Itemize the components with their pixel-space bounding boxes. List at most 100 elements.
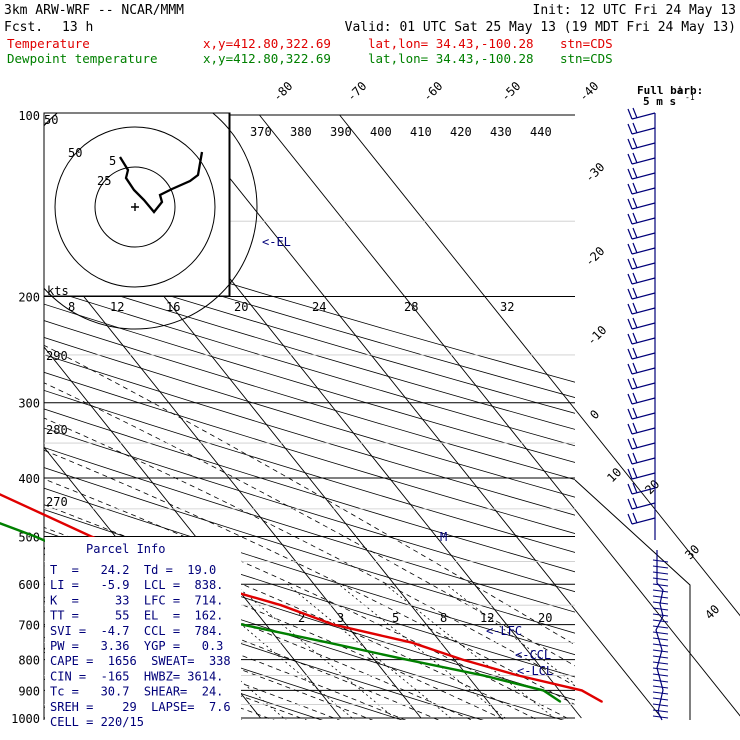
- dewpoint-point-500: [34, 535, 36, 538]
- wind-barb-low-icon: [652, 709, 669, 713]
- parcel-row-3: TT = 55 EL = 162.: [50, 609, 223, 623]
- wind-barb-low-icon: [652, 685, 669, 689]
- el-marker: <-EL: [262, 235, 291, 249]
- marker-m: M: [440, 530, 447, 544]
- isotherm-label-0: 0: [587, 407, 602, 422]
- hodograph-frame: [43, 112, 231, 297]
- wind-barb-low-icon: [652, 565, 669, 569]
- wind-barb-low-icon: [652, 589, 669, 593]
- isotherm-label--50: -50: [498, 79, 523, 104]
- moist-adiabat-28: [44, 417, 575, 687]
- dewpoint-latlon: lat,lon= 34.43,-100.28: [368, 51, 534, 66]
- temperature-latlon: lat,lon= 34.43,-100.28: [368, 36, 534, 51]
- parcel-row-7: CIN = -165 HWBZ= 3614.: [50, 669, 223, 683]
- mixing-ratio-label-20: 20: [538, 611, 552, 625]
- hodograph-center-icon: [131, 203, 139, 211]
- wind-barb-low-icon: [652, 607, 669, 611]
- mixing-ratio-label-2: 2: [298, 611, 305, 625]
- hodograph-ring-label-50: 50: [68, 146, 82, 160]
- dry-adiabat-390: [44, 354, 575, 516]
- pressure-label-200: 200: [18, 291, 40, 305]
- full-barb-label: Full barb:: [637, 84, 703, 97]
- wind-barb-icon: [627, 182, 656, 195]
- theta-e-labels: 370 380 390 400 410 420 430 440: [250, 125, 552, 139]
- hodograph: 5 25 50 50: [43, 112, 258, 330]
- dewpoint-point-940: [559, 700, 562, 703]
- isotherm-label--70: -70: [344, 79, 369, 104]
- wind-barb-low-icon: [652, 631, 669, 635]
- parcel-info-box: Parcel Info T = 24.2 Td = 19.0LI = -5.9 …: [45, 537, 241, 729]
- isotherm-label--10: -10: [584, 323, 609, 348]
- theta-e-label-400: 400: [370, 125, 392, 139]
- wind-barb-low-icon: [652, 637, 669, 641]
- wind-barb-low-icon: [652, 583, 669, 587]
- wind-barb-icon: [627, 437, 656, 450]
- lfc-marker: <-LFC: [486, 624, 522, 638]
- wind-barb-icon: [627, 392, 656, 405]
- theta-label-280: 280: [46, 423, 68, 437]
- theta-e-label-370: 370: [250, 125, 272, 139]
- dewpoint-point-750: [327, 641, 330, 644]
- dry-adiabat-270: [44, 601, 404, 720]
- dry-adiabat-420: [44, 303, 575, 463]
- right-frame: [574, 479, 691, 720]
- wind-barb-low-icon: [652, 613, 669, 617]
- dewpoint-legend: Dewpoint temperature: [7, 51, 158, 66]
- kts-label: kts: [47, 284, 69, 298]
- wind-barb-low-icon: [652, 703, 669, 707]
- wind-barb-icon: [627, 107, 656, 120]
- wind-barb-trace: [655, 550, 664, 721]
- temperature-point-750: [411, 641, 413, 644]
- dry-adiabat-470: [44, 226, 575, 383]
- wind-barb-icon: [627, 362, 656, 375]
- parcel-row-2: K = 33 LFC = 714.: [50, 593, 223, 607]
- hodograph-speed-label-16: 16: [166, 300, 180, 314]
- dry-adiabat-280: [44, 576, 484, 720]
- hodograph-speed-labels: 8 12 16 20 24 28 32: [68, 113, 514, 314]
- wind-barb-icon: [627, 152, 656, 165]
- dry-adiabat-400: [44, 337, 575, 498]
- pressure-label-700: 700: [18, 619, 40, 633]
- hodograph-ring-5: [94, 166, 176, 248]
- theta-labels: 290 280 270: [46, 349, 68, 509]
- wind-barb-low-icon: [652, 559, 669, 563]
- mixing-ratio-line-3: [233, 583, 398, 720]
- temperature-legend: Temperature: [7, 36, 90, 51]
- isotherm--50: [0, 115, 20, 718]
- parcel-row-0: T = 24.2 Td = 19.0: [50, 563, 216, 577]
- pressure-label-1000: 1000: [11, 712, 40, 726]
- isotherm-label--20: -20: [582, 244, 607, 269]
- hodograph-speed-label-32: 32: [500, 300, 514, 314]
- mixing-ratio-labels: 2 3 5 8 12 20: [298, 611, 552, 625]
- wind-barb-low-icon: [652, 667, 669, 671]
- temperature-point-940: [601, 700, 603, 703]
- dry-adiabat-460: [44, 241, 575, 398]
- wind-barb-low-icon: [652, 571, 669, 575]
- temperature-point-800: [461, 658, 464, 661]
- hodograph-trace: [119, 151, 204, 214]
- wind-barb-icon: [627, 287, 656, 300]
- hodograph-ring-label-25: 25: [97, 174, 111, 188]
- isotherm-label-40: 40: [702, 602, 722, 622]
- dry-adiabat-410: [44, 320, 575, 481]
- wind-barb-low-icon: [652, 673, 669, 677]
- wind-barb-icon: [627, 317, 656, 330]
- init-time: Init: 12 UTC Fri 24 May 13: [533, 3, 737, 18]
- parcel-info-background: [45, 537, 241, 720]
- wind-barb-icon: [627, 482, 656, 495]
- parcel-row-4: SVI = -4.7 CCL = 784.: [50, 624, 223, 638]
- hodograph-speed-label-8: 8: [68, 300, 75, 314]
- temperature-point-900: [580, 689, 583, 692]
- hodograph-ring-label-5: 5: [109, 154, 116, 168]
- isotherm-40: [259, 114, 740, 717]
- moist-adiabat-20: [44, 478, 572, 720]
- isotherm-30: [178, 114, 662, 719]
- moist-adiabat-32: [44, 382, 575, 667]
- hodograph-ring-25: [54, 126, 216, 288]
- parcel-info-title: Parcel Info: [86, 542, 165, 556]
- isotherm-label-20: 20: [642, 477, 662, 497]
- wind-barb-icon: [627, 167, 656, 180]
- dry-adiabat-330: [44, 467, 575, 634]
- wind-barb-low-icon: [652, 691, 669, 695]
- pressure-label-900: 900: [18, 684, 40, 698]
